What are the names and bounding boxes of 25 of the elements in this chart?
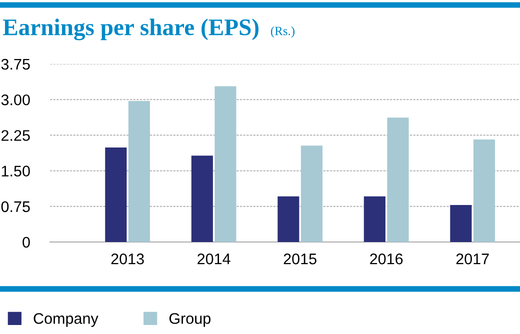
x-tick-label: 2017	[456, 254, 489, 264]
x-tick-label: 2014	[198, 254, 230, 264]
bar	[191, 156, 213, 242]
legend-label: Company	[34, 313, 98, 327]
bar	[214, 86, 236, 242]
x-tick-label: 2013	[111, 254, 144, 264]
y-tick-label: 3.75	[1, 58, 30, 70]
bar	[364, 196, 386, 242]
bar	[473, 139, 495, 242]
legend-label: Group	[169, 313, 210, 327]
chart-subtitle: (Rs.)	[270, 26, 295, 38]
y-tick-label: 0	[22, 236, 30, 248]
bar	[300, 146, 322, 242]
bar	[387, 118, 409, 242]
y-tick-label: 2.25	[2, 130, 30, 141]
bar	[128, 101, 150, 242]
chart-title: Earnings per share (EPS)	[3, 18, 258, 40]
x-tick-label: 2015	[284, 254, 316, 264]
y-tick-label: 1.50	[2, 166, 30, 176]
bar	[278, 196, 300, 242]
x-tick-label: 2016	[370, 254, 403, 264]
y-tick-label: 3.00	[1, 94, 30, 106]
y-tick-label: 0.75	[1, 201, 30, 212]
bar	[450, 204, 472, 242]
bar	[105, 148, 127, 242]
